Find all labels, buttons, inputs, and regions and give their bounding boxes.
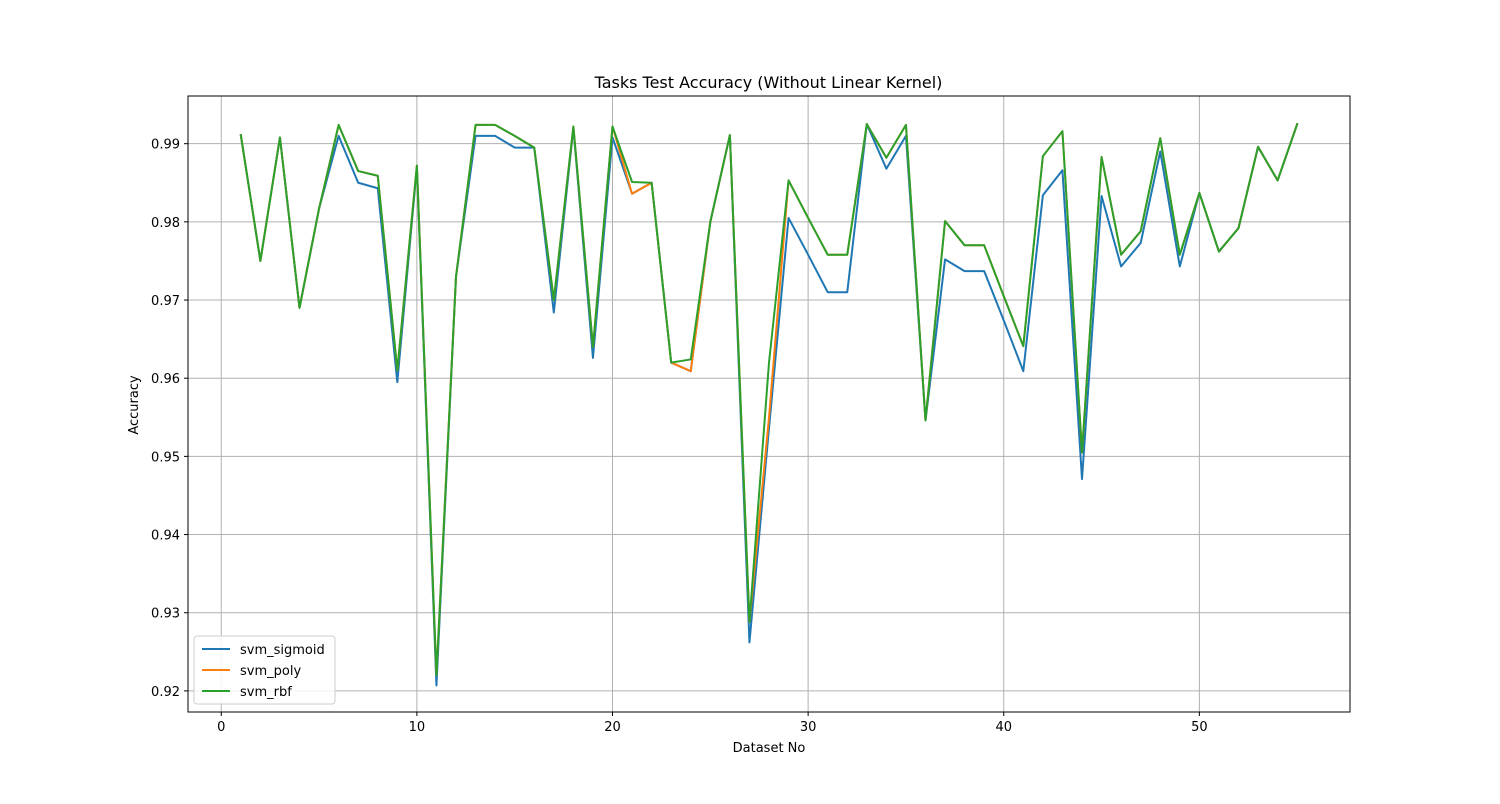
chart-title: Tasks Test Accuracy (Without Linear Kern… — [594, 73, 943, 92]
x-tick-label: 40 — [995, 720, 1012, 735]
y-tick-label: 0.92 — [151, 685, 180, 700]
legend-box — [193, 635, 336, 705]
x-axis-label: Dataset No — [733, 741, 806, 756]
x-tick-label: 20 — [604, 720, 621, 735]
x-tick-label: 0 — [217, 720, 225, 735]
series-line-svm-rbf — [239, 122, 1299, 677]
gridlines — [188, 96, 1350, 712]
series-lines — [239, 122, 1299, 687]
legend-label: svm_rbf — [240, 685, 292, 700]
y-tick-label: 0.99 — [151, 138, 180, 153]
y-axis-label: Accuracy — [127, 375, 142, 435]
legend: svm_sigmoid svm_poly svm_rbf — [193, 635, 336, 705]
plot-frame — [187, 95, 1351, 713]
y-tick-label: 0.96 — [151, 372, 180, 387]
x-tick-label: 10 — [409, 720, 426, 735]
legend-label: svm_poly — [240, 664, 301, 679]
y-tick-label: 0.98 — [151, 216, 180, 231]
y-tick-label: 0.93 — [151, 607, 180, 622]
y-tick-label: 0.97 — [151, 294, 180, 309]
axis-ticks: 0 10 20 30 40 50 0.92 0.93 0.94 0.95 0.96 0.97 0.98 0… — [151, 138, 1208, 735]
legend-label: svm_sigmoid — [240, 643, 325, 658]
x-tick-label: 30 — [800, 720, 817, 735]
x-tick-label: 50 — [1191, 720, 1208, 735]
y-tick-label: 0.95 — [151, 450, 180, 465]
y-tick-label: 0.94 — [151, 529, 180, 544]
